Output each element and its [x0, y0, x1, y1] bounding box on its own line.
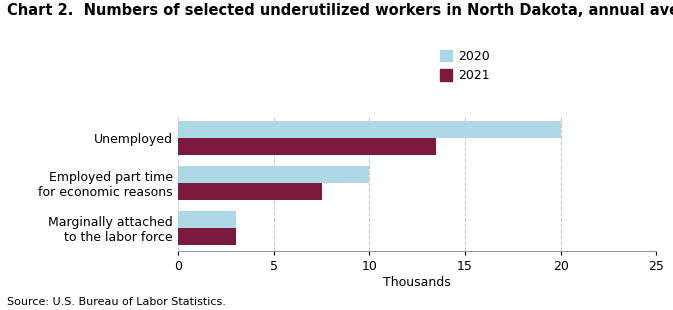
Bar	[178, 183, 322, 200]
Bar	[178, 121, 561, 138]
Bar	[178, 138, 436, 155]
Text: Chart 2.  Numbers of selected underutilized workers in North Dakota, annual aver: Chart 2. Numbers of selected underutiliz…	[7, 3, 673, 18]
Legend: 2020, 2021: 2020, 2021	[439, 50, 491, 82]
X-axis label: Thousands: Thousands	[384, 276, 451, 289]
Text: Source: U.S. Bureau of Labor Statistics.: Source: U.S. Bureau of Labor Statistics.	[7, 297, 225, 307]
Bar	[178, 228, 236, 245]
Bar	[178, 166, 369, 183]
Bar	[178, 211, 236, 228]
